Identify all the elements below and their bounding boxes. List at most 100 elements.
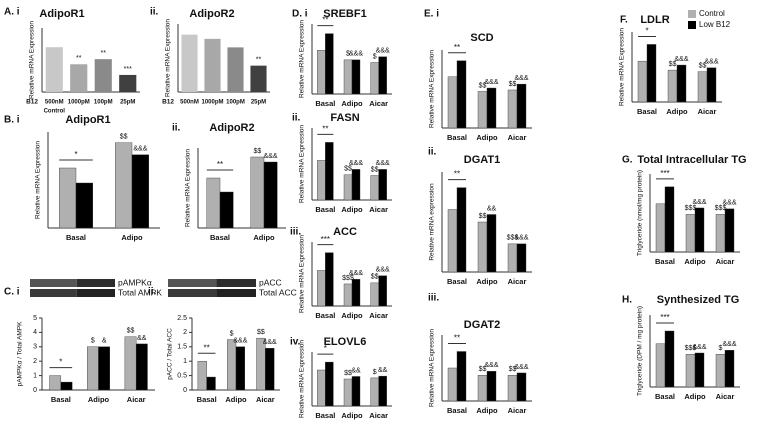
significance-mark: && (378, 367, 388, 374)
significance-mark: &&& (514, 235, 528, 242)
x-tick-label: Basal (655, 392, 675, 401)
x-tick-label: Basal (315, 99, 335, 108)
y-axis-label: Relative mRNA Expression (299, 340, 306, 418)
x-tick-label: Basal (447, 277, 467, 286)
significance-mark: * (324, 344, 327, 353)
bar (456, 351, 467, 402)
y-axis-label: Triglyceride (nmol/mg protein) (637, 170, 644, 256)
bar (343, 174, 353, 201)
x-tick-label: Adipo (253, 233, 275, 242)
bar (135, 343, 148, 391)
x-axis-label: B12 (162, 99, 174, 106)
bar (456, 187, 467, 273)
x-tick-label: Basal (637, 107, 657, 116)
chart-title: AdipoR1 (39, 8, 84, 20)
x-axis-label: B12 (26, 99, 38, 106)
significance-mark: *** (321, 235, 330, 244)
significance-mark: *** (660, 313, 669, 322)
bar (226, 339, 237, 391)
bar (317, 160, 326, 201)
chart-title: LDLR (640, 14, 669, 26)
bar (49, 375, 62, 391)
significance-mark: ** (454, 43, 460, 52)
bar (447, 209, 458, 273)
blot-band (76, 289, 115, 297)
chart-title: FASN (330, 112, 359, 124)
significance-mark: && (487, 205, 497, 212)
panel-label: A. i (4, 7, 20, 18)
y-tick-label: 0 (183, 387, 187, 394)
significance-mark: &&& (233, 338, 247, 345)
y-tick-label: 1 (183, 358, 187, 365)
legend-swatch (688, 21, 696, 29)
blot-band (216, 289, 256, 297)
x-tick-label: Adipo (341, 205, 363, 214)
significance-mark: $$ (257, 329, 265, 336)
panel-label: ii. (172, 123, 181, 134)
significance-mark: && (351, 367, 361, 374)
panel-label: ii. (150, 7, 159, 18)
x-tick-label: 500nM (45, 100, 64, 106)
significance-mark: ** (454, 170, 460, 179)
blot-label: Total ACC (259, 287, 297, 297)
significance-mark: &&& (704, 59, 718, 66)
x-tick-label: Aicar (716, 392, 735, 401)
x-tick-label: Adipo (476, 133, 498, 142)
bar (456, 60, 467, 129)
panel-label: ii. (148, 287, 157, 298)
significance-mark: &&& (484, 79, 498, 86)
bar (676, 64, 687, 103)
x-tick-label: Basal (51, 395, 71, 404)
bar (114, 142, 133, 229)
significance-mark: & (102, 338, 107, 345)
y-tick-label: 0 (33, 387, 37, 394)
bar (227, 47, 244, 92)
significance-mark: &&& (349, 51, 363, 58)
significance-mark: &&& (376, 160, 390, 167)
bar (486, 214, 497, 273)
x-tick-label: 500nM (180, 100, 199, 106)
significance-mark: $$ (371, 274, 379, 281)
bar (351, 376, 361, 407)
category-note: Control (44, 109, 66, 115)
bar (325, 142, 334, 201)
chart-title: Total Intracellular TG (637, 154, 746, 166)
y-tick-label: 0.5 (177, 372, 187, 379)
x-tick-label: Adipo (476, 406, 498, 415)
significance-mark: ** (76, 55, 82, 62)
bar (250, 65, 267, 92)
significance-mark: &&& (376, 48, 390, 55)
bar (507, 89, 518, 129)
panel-label: G. (622, 155, 633, 166)
y-tick-label: 4 (33, 329, 37, 336)
significance-mark: ** (256, 56, 262, 63)
x-tick-label: Aicar (508, 133, 527, 142)
bar (206, 177, 221, 229)
blot-band (168, 279, 217, 287)
bar (60, 381, 73, 391)
x-tick-label: Adipo (341, 411, 363, 420)
significance-mark: $$$ (685, 345, 697, 352)
x-tick-label: Basal (447, 133, 467, 142)
y-axis-label: Relative mRNA Expression (619, 28, 626, 106)
significance-mark: $$ (479, 366, 487, 373)
bar (317, 369, 326, 407)
significance-mark: ** (322, 125, 328, 134)
y-axis-label: Relative mRNA Expression (299, 235, 306, 313)
significance-mark: * (74, 150, 77, 159)
y-axis-label: Relative mRNA Expression (185, 149, 192, 227)
x-tick-label: Basal (66, 233, 86, 242)
chart-title: ACC (333, 226, 357, 238)
bar (235, 346, 246, 391)
bar (181, 34, 198, 92)
significance-mark: $$ (479, 82, 487, 89)
significance-mark: ** (322, 16, 328, 25)
y-tick-label: 2 (183, 329, 187, 336)
bar (250, 156, 265, 229)
significance-mark: &&& (514, 364, 528, 371)
significance-mark: $ (346, 51, 350, 58)
blot-band (216, 279, 256, 287)
bar (516, 372, 527, 402)
blot-label: pACC (259, 277, 282, 287)
